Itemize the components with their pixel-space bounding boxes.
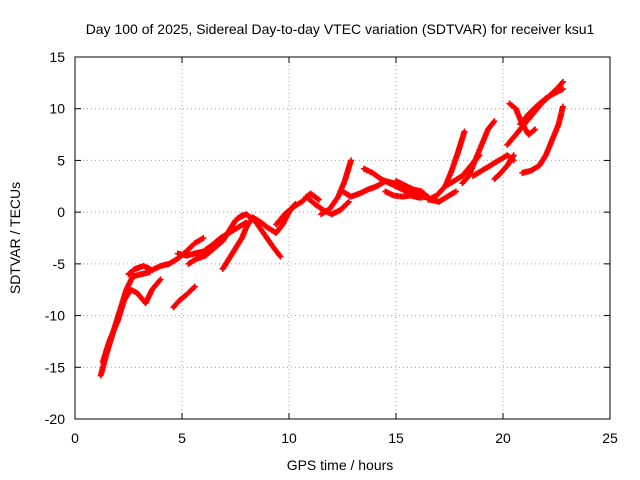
data-point: [191, 283, 198, 290]
data-points: [97, 78, 566, 379]
x-axis-title: GPS time / hours: [287, 457, 394, 473]
x-tick-label: 25: [602, 430, 618, 446]
data-point: [510, 152, 517, 159]
y-tick-label: -10: [45, 308, 65, 324]
data-point: [157, 276, 164, 283]
plot-frame: [74, 56, 611, 420]
data-point: [315, 196, 322, 203]
data-point: [559, 103, 566, 110]
data-point: [461, 128, 468, 135]
x-tick-label: 5: [178, 430, 186, 446]
data-point: [345, 198, 352, 205]
y-tick-label: 10: [49, 101, 65, 117]
data-point: [491, 118, 498, 125]
y-tick-label: -15: [45, 359, 65, 375]
y-tick-label: -20: [45, 411, 65, 427]
data-point: [452, 188, 459, 195]
data-point: [559, 86, 566, 93]
y-tick-label: 5: [57, 152, 65, 168]
x-tick-label: 15: [388, 430, 404, 446]
data-point: [277, 253, 284, 260]
x-tick-label: 10: [281, 430, 297, 446]
data-point: [532, 126, 539, 133]
data-point: [348, 157, 355, 164]
data-point: [559, 78, 566, 85]
y-tick-label: 0: [57, 204, 65, 220]
y-axis-title: SDTVAR / TECUs: [7, 182, 23, 294]
axis-ticks: 0 5 10 15 20 25 -20 -15 -10 -5 0 5 10 15: [45, 49, 618, 446]
chart-title: Day 100 of 2025, Sidereal Day-to-day VTE…: [86, 21, 595, 37]
y-tick-label: -5: [53, 256, 66, 272]
x-tick-label: 20: [495, 430, 511, 446]
y-tick-label: 15: [49, 49, 65, 65]
grid: [75, 57, 610, 419]
data-point: [490, 119, 497, 126]
x-tick-label: 0: [71, 430, 79, 446]
data-point: [200, 235, 207, 241]
